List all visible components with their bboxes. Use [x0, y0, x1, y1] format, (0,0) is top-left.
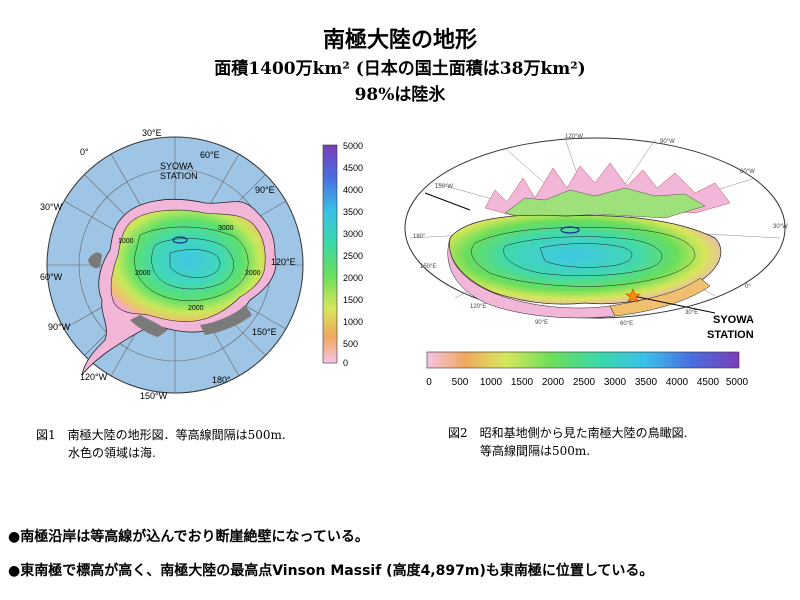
- lon-label: 0°: [745, 284, 751, 290]
- figure1-caption-line1: 図1 南極大陸の地形図．等高線間隔は500m.: [36, 428, 286, 442]
- bullet-point: ●南極沿岸は等高線が込んでおり断崖絶壁になっている。: [8, 529, 369, 545]
- syowa-label: STATION: [160, 171, 198, 181]
- colorbar-tick: 4500: [343, 163, 363, 173]
- lon-label: 120°W: [565, 134, 583, 140]
- colorbar-vertical: [322, 144, 338, 364]
- figure1-map: 2000 3000 2000 1000 2000 SYOWA STATION 3…: [40, 128, 363, 401]
- colorbar-horizontal: [426, 351, 740, 369]
- colorbar-tick: 2000: [343, 273, 363, 283]
- syowa-star-icon: [625, 288, 641, 303]
- page-title: 南極大陸の地形: [322, 28, 477, 53]
- figure2-caption-line2: 等高線間隔は500m.: [480, 444, 591, 458]
- figure1-caption-line2: 水色の領域は海.: [68, 446, 156, 460]
- figure2-birdseye: SYOWA STATION 120°W 90°W 60°W 30°W 0° 30…: [404, 134, 788, 388]
- lon-label: 90°E: [255, 185, 275, 195]
- contour-label: 2000: [188, 305, 204, 312]
- lon-label: 120°E: [271, 257, 296, 267]
- colorbar-tick: 5000: [726, 377, 749, 388]
- contour-label: 2000: [245, 270, 261, 277]
- figure1-caption: 図1 南極大陸の地形図．等高線間隔は500m. 水色の領域は海.: [36, 426, 286, 462]
- colorbar-tick: 0: [343, 358, 348, 368]
- lon-label: 120°W: [80, 372, 108, 382]
- colorbar-tick: 3000: [343, 229, 363, 239]
- lon-label: 150°W: [140, 391, 168, 401]
- colorbar-tick: 1500: [343, 295, 363, 305]
- page-subtitle-2: 98%は陸氷: [354, 85, 446, 105]
- lon-label: 60°W: [740, 169, 755, 175]
- colorbar-tick: 3500: [635, 377, 658, 388]
- colorbar-tick: 1500: [511, 377, 534, 388]
- page-subtitle: 面積1400万km² (日本の国土面積は38万km²): [214, 59, 586, 79]
- lon-label: 60°W: [40, 272, 63, 282]
- figure2-caption: 図2 昭和基地側から見た南極大陸の鳥瞰図. 等高線間隔は500m.: [448, 424, 687, 460]
- bullet-point: ●東南極で標高が高く、南極大陸の最高点Vinson Massif (高度4,89…: [8, 563, 654, 579]
- lon-label: 180°: [212, 375, 231, 385]
- colorbar-tick: 3000: [604, 377, 627, 388]
- contour-label: 1000: [118, 238, 134, 245]
- lon-label: 180°: [413, 234, 426, 240]
- colorbar-tick: 0: [426, 377, 432, 388]
- lon-label: 150°E: [252, 327, 277, 337]
- colorbar-tick: 1000: [343, 317, 363, 327]
- lon-label: 30°E: [142, 128, 162, 138]
- lon-label: 30°W: [40, 202, 63, 212]
- colorbar-tick: 500: [452, 377, 469, 388]
- figure2-caption-line1: 図2 昭和基地側から見た南極大陸の鳥瞰図.: [448, 426, 688, 440]
- lon-label: 90°W: [660, 139, 675, 145]
- contour-label: 2000: [135, 270, 151, 277]
- syowa-label: STATION: [707, 329, 754, 341]
- colorbar-tick: 5000: [343, 141, 363, 151]
- colorbar-tick: 4000: [666, 377, 689, 388]
- lon-label: 120°E: [470, 304, 486, 310]
- lon-label: 60°E: [620, 321, 633, 327]
- colorbar-tick: 500: [343, 339, 358, 349]
- colorbar-tick: 2500: [343, 251, 363, 261]
- colorbar-tick: 4500: [697, 377, 720, 388]
- contour-label: 3000: [218, 225, 234, 232]
- lon-label: 90°E: [535, 320, 548, 326]
- colorbar-tick: 2500: [573, 377, 596, 388]
- syowa-label: SYOWA: [160, 161, 193, 171]
- syowa-label: SYOWA: [713, 314, 754, 326]
- lon-label: 30°E: [685, 310, 698, 316]
- lon-label: 150°W: [435, 184, 453, 190]
- lon-label: 90°W: [48, 322, 71, 332]
- colorbar-tick: 4000: [343, 185, 363, 195]
- colorbar-tick: 2000: [542, 377, 565, 388]
- colorbar-tick: 1000: [480, 377, 503, 388]
- lon-label: 150°E: [420, 264, 436, 270]
- colorbar-tick: 3500: [343, 207, 363, 217]
- lon-label: 0°: [80, 147, 89, 157]
- lon-label: 30°W: [773, 224, 788, 230]
- lon-label: 60°E: [200, 150, 220, 160]
